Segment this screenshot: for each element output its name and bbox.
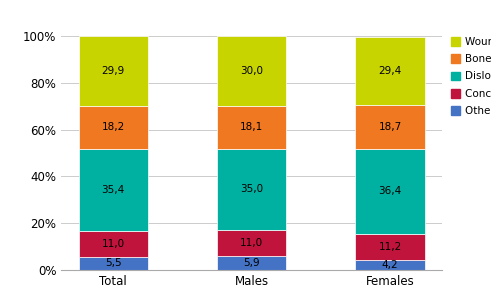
Text: 35,4: 35,4 — [102, 185, 125, 195]
Text: 18,1: 18,1 — [240, 122, 263, 132]
Bar — [79, 36, 148, 106]
Text: 11,2: 11,2 — [379, 242, 402, 252]
Bar — [217, 256, 286, 270]
Text: 29,4: 29,4 — [379, 66, 402, 76]
Text: 11,0: 11,0 — [102, 239, 125, 249]
Text: 36,4: 36,4 — [379, 186, 402, 196]
Text: 18,7: 18,7 — [379, 122, 402, 132]
Legend: Wounds and superficial injuries, Bone fractures, Dislocations, sprains and strai: Wounds and superficial injuries, Bone fr… — [451, 37, 491, 116]
Bar — [217, 36, 286, 106]
Bar — [355, 37, 425, 105]
Bar — [79, 106, 148, 148]
Text: 18,2: 18,2 — [102, 122, 125, 132]
Text: 11,0: 11,0 — [240, 238, 263, 248]
Bar — [79, 231, 148, 257]
Bar — [217, 230, 286, 256]
Bar — [355, 234, 425, 260]
Bar — [217, 106, 286, 148]
Text: 35,0: 35,0 — [240, 185, 263, 195]
Bar — [355, 149, 425, 234]
Bar — [79, 148, 148, 231]
Bar — [79, 257, 148, 270]
Text: 29,9: 29,9 — [102, 66, 125, 76]
Text: 30,0: 30,0 — [240, 66, 263, 76]
Text: 5,9: 5,9 — [244, 258, 260, 268]
Text: 5,5: 5,5 — [105, 258, 122, 268]
Text: 4,2: 4,2 — [382, 260, 398, 270]
Bar — [355, 260, 425, 270]
Bar — [355, 105, 425, 149]
Bar — [217, 148, 286, 230]
